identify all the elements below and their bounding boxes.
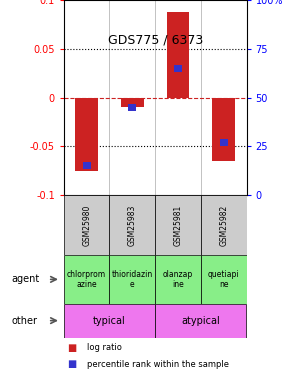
Text: chlorprom
azine: chlorprom azine: [67, 270, 106, 289]
Bar: [64, 304, 155, 338]
Text: olanzap
ine: olanzap ine: [163, 270, 193, 289]
Text: ■: ■: [67, 360, 76, 369]
Text: GSM25980: GSM25980: [82, 204, 91, 246]
Text: GDS775 / 6373: GDS775 / 6373: [108, 34, 203, 47]
Text: thioridazin
e: thioridazin e: [112, 270, 153, 289]
Bar: [64, 255, 110, 304]
Text: atypical: atypical: [182, 316, 220, 326]
Bar: [155, 195, 201, 255]
Bar: [75, 98, 98, 171]
Bar: [166, 12, 189, 98]
Bar: [110, 255, 155, 304]
Text: log ratio: log ratio: [87, 343, 122, 352]
Text: GSM25982: GSM25982: [219, 204, 228, 246]
Bar: [212, 98, 235, 161]
Text: quetiapi
ne: quetiapi ne: [208, 270, 240, 289]
Bar: [110, 195, 155, 255]
Text: ■: ■: [67, 343, 76, 352]
Text: GSM25983: GSM25983: [128, 204, 137, 246]
Bar: [220, 139, 228, 146]
Text: GSM25981: GSM25981: [173, 204, 182, 246]
Text: typical: typical: [93, 316, 126, 326]
Bar: [174, 65, 182, 72]
Bar: [121, 98, 144, 107]
Bar: [128, 104, 136, 111]
Bar: [201, 195, 246, 255]
Text: other: other: [12, 316, 38, 326]
Bar: [83, 162, 91, 169]
Bar: [64, 195, 110, 255]
Bar: [155, 255, 201, 304]
Bar: [155, 304, 246, 338]
Text: percentile rank within the sample: percentile rank within the sample: [87, 360, 229, 369]
Bar: [201, 255, 246, 304]
Text: agent: agent: [12, 274, 40, 284]
